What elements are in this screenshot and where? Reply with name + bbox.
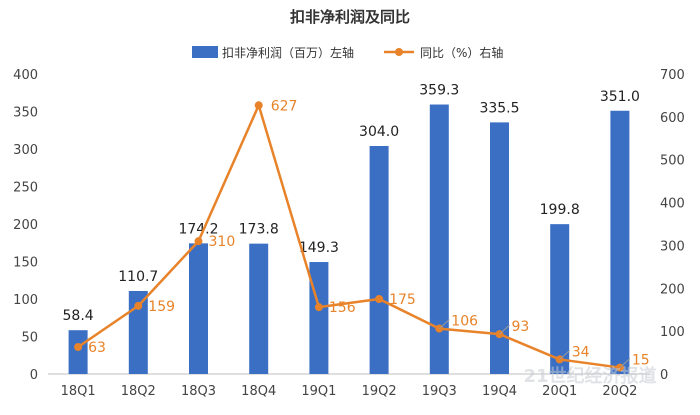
left-tick-label: 200 <box>13 218 38 233</box>
bar-value-label: 335.5 <box>479 100 519 116</box>
line-point <box>375 295 384 303</box>
line-value-label: 310 <box>209 234 236 250</box>
chart-title: 扣非净利润及同比 <box>290 8 410 26</box>
right-tick-label: 300 <box>660 239 685 254</box>
leader-line <box>438 319 450 329</box>
x-tick-label: 19Q4 <box>482 384 517 399</box>
x-tick-label: 18Q2 <box>121 384 156 399</box>
left-tick-label: 0 <box>30 368 38 383</box>
x-tick-label: 18Q1 <box>61 384 96 399</box>
x-tick-label: 19Q3 <box>422 384 457 399</box>
x-tick-label: 20Q1 <box>542 384 577 399</box>
line-value-label: 34 <box>572 344 590 360</box>
x-tick-label: 18Q4 <box>241 384 276 399</box>
bar <box>309 262 329 374</box>
bar <box>249 243 269 374</box>
bar-value-label: 173.8 <box>239 222 279 238</box>
bar <box>68 330 88 374</box>
bar-value-label: 174.2 <box>178 221 218 237</box>
right-tick-label: 500 <box>660 154 685 169</box>
bar <box>610 110 630 374</box>
legend: 扣非净利润（百万）左轴 同比（%）右轴 <box>192 45 503 60</box>
line-value-label: 175 <box>389 292 416 308</box>
x-tick-label: 19Q2 <box>362 384 397 399</box>
line-point <box>194 237 203 246</box>
line-series: 63 159 310 627 156 175 106 93 34 15 <box>74 98 650 372</box>
left-tick-label: 350 <box>13 106 38 121</box>
left-tick-label: 250 <box>13 181 38 196</box>
x-tick-label: 19Q1 <box>301 384 336 399</box>
bar-value-label: 58.4 <box>63 308 94 324</box>
line-point <box>314 303 323 312</box>
line-value-label: 627 <box>271 98 298 114</box>
line-point <box>74 343 83 351</box>
left-tick-label: 100 <box>13 293 38 308</box>
legend-swatch-bar <box>192 46 218 58</box>
right-tick-label: 0 <box>660 368 668 383</box>
right-tick-label: 200 <box>660 282 685 297</box>
right-tick-label: 600 <box>660 111 685 126</box>
bar-value-label: 304.0 <box>359 124 399 140</box>
bar-value-label: 351.0 <box>600 89 640 105</box>
left-tick-label: 300 <box>13 143 38 158</box>
line-value-label: 63 <box>88 340 106 356</box>
x-tick-label: 20Q2 <box>602 384 637 399</box>
line-value-label: 106 <box>451 314 478 330</box>
left-axis: 0 50 100 150 200 250 300 350 400 <box>13 68 38 383</box>
right-tick-label: 400 <box>660 197 685 212</box>
line-value-label: 159 <box>148 299 175 315</box>
line-value-label: 156 <box>329 300 356 316</box>
leader-line <box>559 350 571 360</box>
bar <box>189 243 208 374</box>
legend-label-bar: 扣非净利润（百万）左轴 <box>222 45 354 60</box>
line-value-label: 93 <box>512 319 530 335</box>
line-value-label: 15 <box>632 353 650 369</box>
bar-value-label: 199.8 <box>540 202 580 218</box>
watermark: 21世纪经济报道 <box>523 365 656 387</box>
right-axis: 0 100 200 300 400 500 600 700 <box>660 68 685 383</box>
line-path <box>77 104 621 369</box>
legend-swatch-marker <box>395 48 403 56</box>
bar <box>369 146 389 374</box>
left-tick-label: 400 <box>13 68 38 83</box>
right-tick-label: 100 <box>660 325 685 340</box>
bar <box>550 224 570 374</box>
watermark-logo: 21世纪经济报道 <box>523 365 656 387</box>
bar <box>429 104 449 375</box>
leader-line <box>499 324 510 335</box>
left-tick-label: 150 <box>13 256 38 271</box>
left-tick-label: 50 <box>21 331 38 346</box>
bar-value-label: 359.3 <box>419 83 459 99</box>
right-tick-label: 700 <box>660 68 685 83</box>
bar-series: 58.4 110.7 174.2 173.8 149.3 304.0 359.3 335.5 1… <box>63 83 640 375</box>
legend-label-line: 同比（%）右轴 <box>420 45 503 60</box>
x-tick-label: 18Q3 <box>181 384 216 399</box>
line-point <box>254 101 263 110</box>
bar <box>128 290 148 374</box>
bar <box>490 122 509 374</box>
bar-value-label: 149.3 <box>299 240 339 256</box>
x-axis: 18Q1 18Q2 18Q3 18Q4 19Q1 19Q2 19Q3 19Q4 20Q1 20Q2 <box>61 384 638 399</box>
line-point <box>134 301 143 310</box>
leader-line <box>619 358 631 368</box>
bar-value-label: 110.7 <box>118 269 158 285</box>
